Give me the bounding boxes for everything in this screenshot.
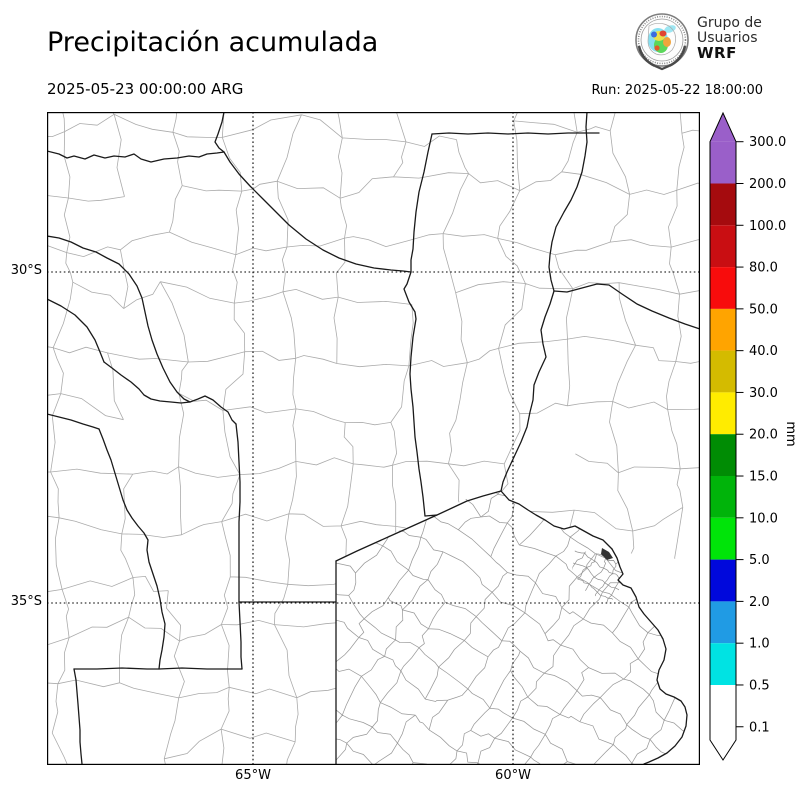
map-frame	[47, 112, 700, 765]
wrf-logo: Grupo de Usuarios WRF	[634, 10, 800, 74]
colorbar-under-arrow	[710, 726, 736, 760]
precipitation-map	[47, 112, 700, 765]
x-axis-label: 60°W	[495, 768, 531, 783]
colorbar-tick-label: 100.0	[749, 219, 786, 234]
colorbar-tick-label: 1.0	[749, 637, 770, 652]
colorbar-over-arrow	[710, 113, 736, 142]
colorbar-tick-label: 30.0	[749, 386, 778, 401]
logo-line-1: Grupo de	[697, 15, 762, 31]
run-info: Run: 2025-05-22 18:00:00	[591, 83, 763, 98]
colorbar: 300.0 200.0 100.0 80.0 50.0 40.0 30.0 20.0 15.0 1…	[709, 111, 798, 761]
logo-line-3: WRF	[697, 44, 737, 62]
colorbar-tick-label: 2.0	[749, 595, 770, 610]
logo-text: Grupo de Usuarios WRF	[697, 16, 762, 61]
delta-islands	[601, 548, 613, 560]
province-borders	[48, 113, 699, 764]
colorbar-tick-label: 0.5	[749, 678, 770, 693]
colorbar-tick-label: 80.0	[749, 261, 778, 276]
colorbar-tick-label: 15.0	[749, 470, 778, 485]
buenos-aires-region	[336, 491, 687, 764]
colorbar-tick-label: 10.0	[749, 511, 778, 526]
valid-datetime: 2025-05-23 00:00:00 ARG	[47, 80, 244, 98]
globe-icon	[635, 13, 689, 71]
colorbar-tick-label: 20.0	[749, 428, 778, 443]
y-axis-label: 35°S	[10, 594, 42, 609]
page-title: Precipitación acumulada	[47, 27, 379, 58]
colorbar-tick-label: 300.0	[749, 135, 786, 150]
y-axis-label: 30°S	[10, 263, 42, 278]
colorbar-tick-label: 50.0	[749, 302, 778, 317]
colorbar-tick-label: 0.1	[749, 720, 770, 735]
colorbar-unit: mm	[783, 421, 798, 446]
colorbar-tick-label: 40.0	[749, 344, 778, 359]
amba-dense-mesh	[572, 550, 624, 604]
colorbar-tick-label: 5.0	[749, 553, 770, 568]
logo-line-2: Usuarios	[697, 30, 758, 46]
ba-partidos-mesh	[336, 491, 687, 764]
colorbar-tick-label: 200.0	[749, 177, 786, 192]
map-layers	[48, 113, 699, 764]
x-axis-label: 65°W	[235, 768, 271, 783]
